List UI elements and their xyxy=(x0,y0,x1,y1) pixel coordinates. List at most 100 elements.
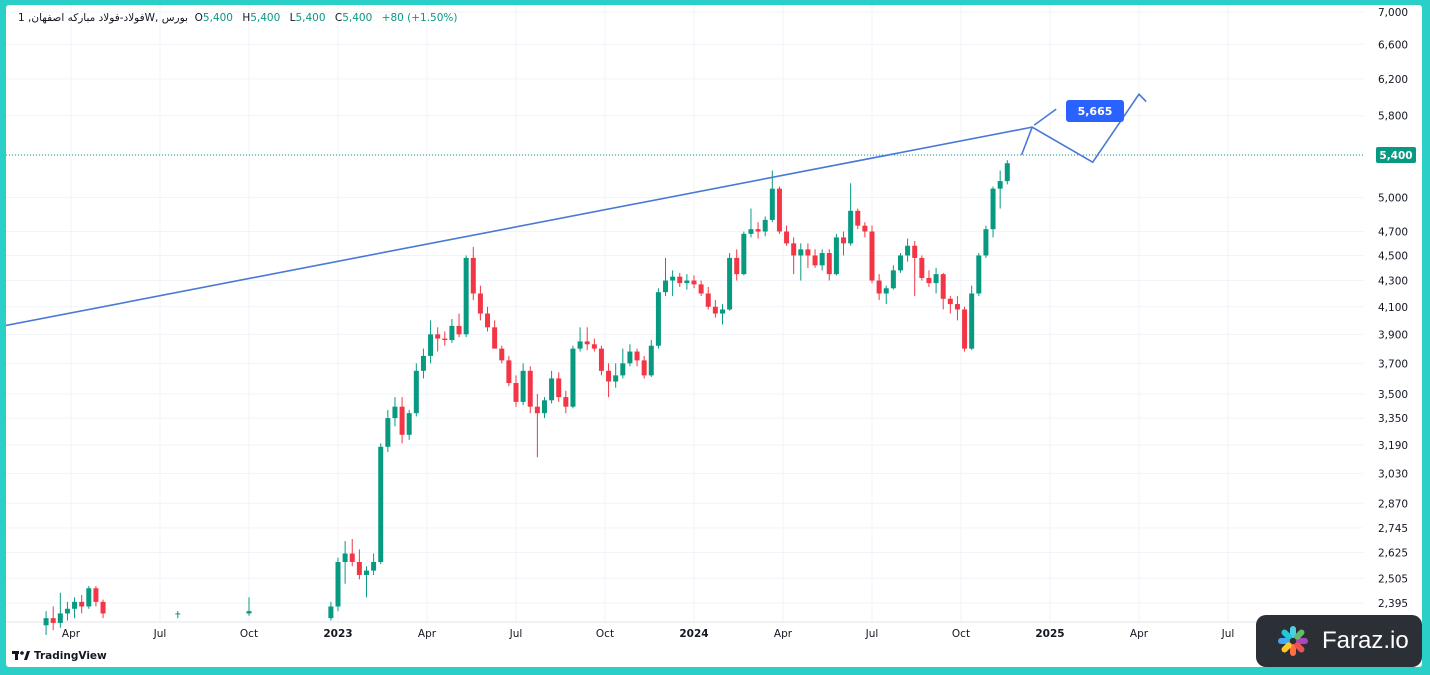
candle-up[interactable] xyxy=(175,613,181,615)
candle-up[interactable] xyxy=(905,245,911,256)
candle-down[interactable] xyxy=(940,274,946,299)
candle-down[interactable] xyxy=(442,338,448,340)
candle-down[interactable] xyxy=(513,383,519,402)
candle-down[interactable] xyxy=(485,313,491,328)
candle-up[interactable] xyxy=(663,280,669,293)
candle-down[interactable] xyxy=(691,280,697,285)
target-label-box[interactable] xyxy=(1066,100,1124,122)
candle-up[interactable] xyxy=(378,446,384,562)
candle-up[interactable] xyxy=(541,400,547,414)
candle-up[interactable] xyxy=(342,553,348,562)
candle-up[interactable] xyxy=(620,363,626,376)
candle-down[interactable] xyxy=(912,245,918,258)
candle-down[interactable] xyxy=(477,293,483,314)
candle-up[interactable] xyxy=(990,188,996,230)
candle-down[interactable] xyxy=(784,231,790,244)
candle-up[interactable] xyxy=(413,370,419,414)
candle-up[interactable] xyxy=(1004,163,1010,182)
candle-down[interactable] xyxy=(456,325,462,335)
candle-up[interactable] xyxy=(833,237,839,275)
candle-down[interactable] xyxy=(598,348,604,371)
candle-down[interactable] xyxy=(926,277,932,284)
candle-up[interactable] xyxy=(719,309,725,314)
candle-up[interactable] xyxy=(727,257,733,310)
candle-up[interactable] xyxy=(449,325,455,340)
candle-down[interactable] xyxy=(812,255,818,266)
candle-down[interactable] xyxy=(556,378,562,398)
candle-up[interactable] xyxy=(420,355,426,371)
candle-up[interactable] xyxy=(613,375,619,382)
candle-down[interactable] xyxy=(591,344,597,349)
candle-down[interactable] xyxy=(527,370,533,407)
candle-down[interactable] xyxy=(356,561,362,575)
candle-down[interactable] xyxy=(791,243,797,256)
candle-down[interactable] xyxy=(563,397,569,407)
candle-down[interactable] xyxy=(869,231,875,281)
candle-down[interactable] xyxy=(947,298,953,305)
candle-down[interactable] xyxy=(805,249,811,256)
candle-down[interactable] xyxy=(50,618,56,623)
candle-down[interactable] xyxy=(506,360,512,384)
candle-down[interactable] xyxy=(79,601,85,607)
candle-up[interactable] xyxy=(670,276,676,281)
candle-up[interactable] xyxy=(819,253,825,266)
projection-path[interactable] xyxy=(1020,92,1147,164)
candle-up[interactable] xyxy=(748,229,754,234)
candle-down[interactable] xyxy=(399,406,405,435)
candle-up[interactable] xyxy=(406,413,412,435)
candle-up[interactable] xyxy=(848,210,854,244)
candle-up[interactable] xyxy=(684,280,690,284)
candle-down[interactable] xyxy=(855,210,861,226)
candle-down[interactable] xyxy=(776,188,782,232)
candle-down[interactable] xyxy=(734,257,740,275)
candle-up[interactable] xyxy=(741,233,747,275)
candle-down[interactable] xyxy=(712,306,718,314)
candle-up[interactable] xyxy=(890,270,896,289)
candle-up[interactable] xyxy=(371,561,377,571)
tradingview-logo[interactable]: TradingView xyxy=(12,650,107,662)
candle-up[interactable] xyxy=(335,561,341,607)
candle-up[interactable] xyxy=(933,274,939,284)
candle-down[interactable] xyxy=(841,237,847,244)
candle-down[interactable] xyxy=(634,351,640,361)
candle-up[interactable] xyxy=(648,345,654,376)
candle-up[interactable] xyxy=(976,255,982,294)
candle-up[interactable] xyxy=(883,288,889,294)
candle-up[interactable] xyxy=(897,255,903,271)
candle-up[interactable] xyxy=(520,370,526,402)
candle-down[interactable] xyxy=(534,406,540,414)
candle-down[interactable] xyxy=(606,370,612,382)
candle-up[interactable] xyxy=(997,181,1003,189)
candle-down[interactable] xyxy=(499,348,505,361)
candle-down[interactable] xyxy=(954,304,960,310)
candle-up[interactable] xyxy=(328,606,334,619)
candle-up[interactable] xyxy=(570,348,576,407)
candle-up[interactable] xyxy=(64,608,70,614)
candle-down[interactable] xyxy=(349,553,355,562)
resistance-trendline[interactable] xyxy=(6,126,1033,330)
candle-up[interactable] xyxy=(627,351,633,364)
candle-up[interactable] xyxy=(363,570,369,575)
candle-up[interactable] xyxy=(385,418,391,447)
candle-down[interactable] xyxy=(435,334,441,339)
candle-up[interactable] xyxy=(57,613,63,623)
candle-down[interactable] xyxy=(826,253,832,275)
candle-down[interactable] xyxy=(100,601,106,614)
candle-down[interactable] xyxy=(919,257,925,278)
candle-down[interactable] xyxy=(705,293,711,307)
candle-down[interactable] xyxy=(492,327,498,349)
candle-up[interactable] xyxy=(428,334,434,356)
candle-down[interactable] xyxy=(470,257,476,294)
symbol-name[interactable]: فولاد-فولاد مبارکه اصفهان, 1W, بورس xyxy=(18,12,188,24)
candle-up[interactable] xyxy=(762,219,768,232)
candle-up[interactable] xyxy=(769,188,775,220)
candle-up[interactable] xyxy=(392,406,398,419)
candlestick-chart[interactable]: 7,000 6,600 6,200 5,800 5,400 5,000 4,700 4,500… xyxy=(6,5,1422,667)
candle-up[interactable] xyxy=(549,378,555,401)
candle-up[interactable] xyxy=(655,292,661,346)
candle-up[interactable] xyxy=(983,229,989,256)
candle-down[interactable] xyxy=(876,280,882,294)
candle-up[interactable] xyxy=(798,249,804,256)
candle-down[interactable] xyxy=(641,360,647,376)
candle-up[interactable] xyxy=(969,293,975,349)
